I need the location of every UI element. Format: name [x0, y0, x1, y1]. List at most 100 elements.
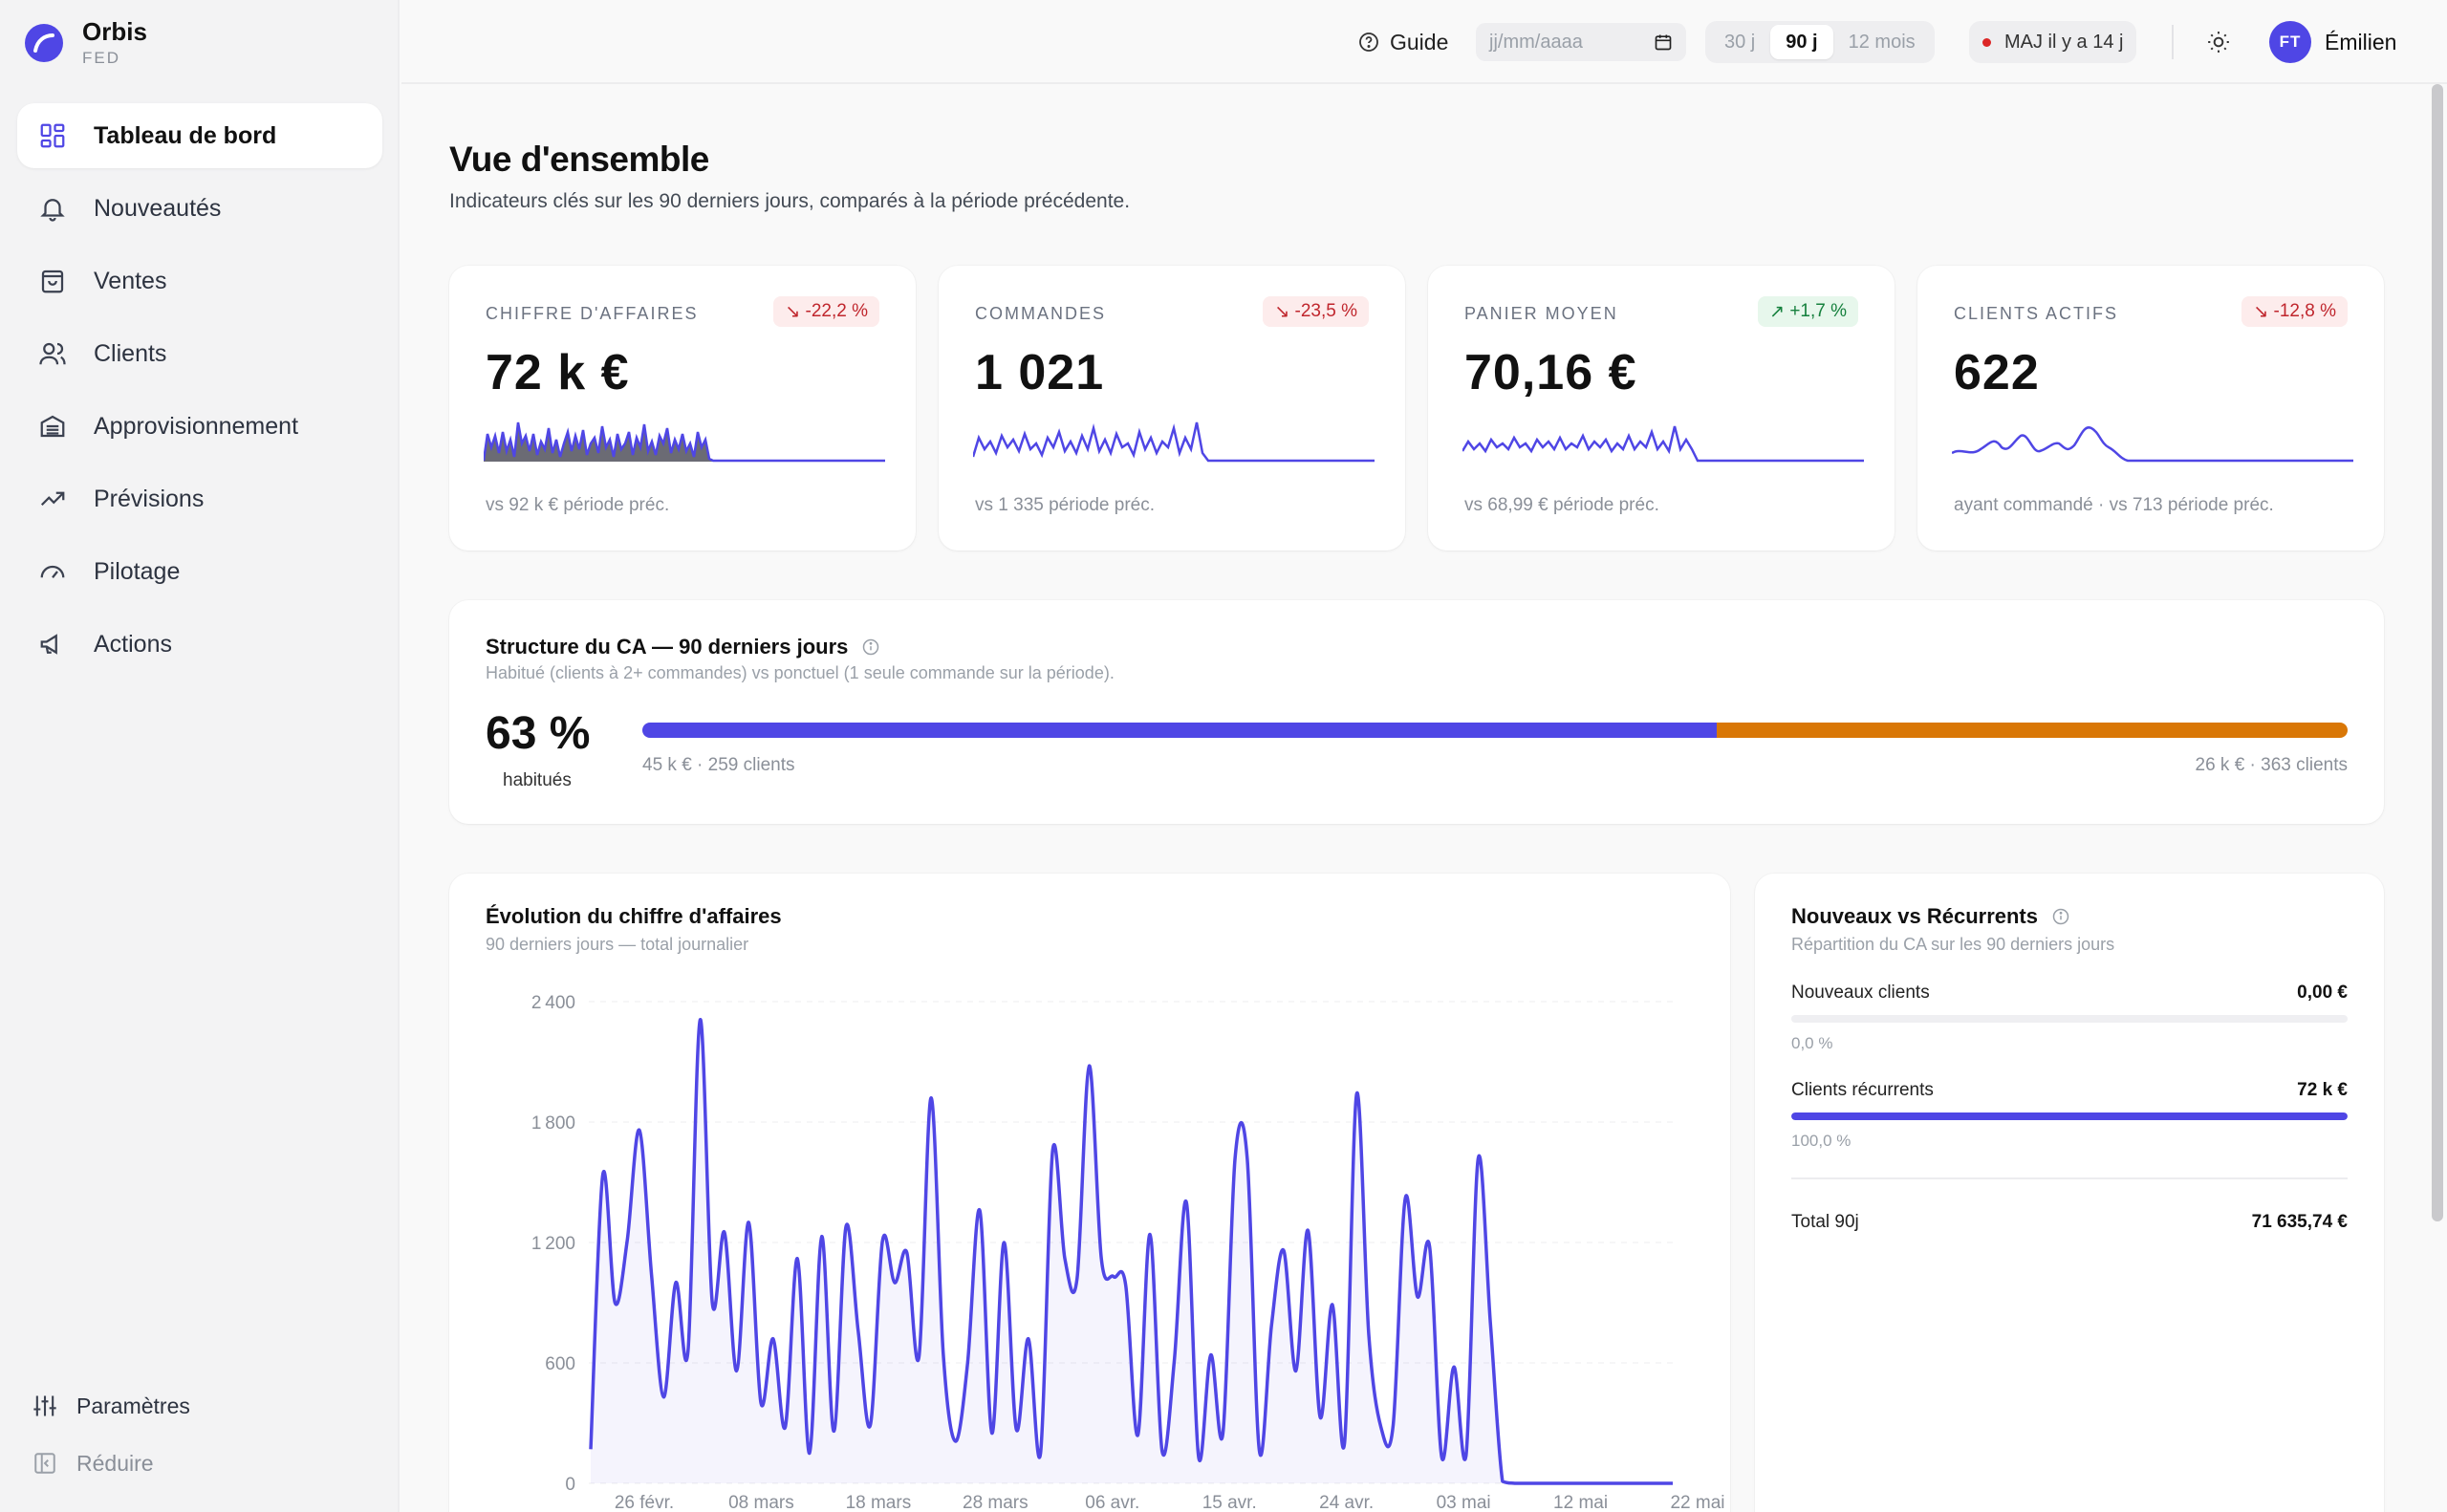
data-point[interactable]	[816, 1231, 828, 1242]
sidebar-item-nouveautes[interactable]: Nouveautés	[17, 176, 382, 241]
data-point[interactable]	[1169, 1355, 1180, 1367]
data-point[interactable]	[1655, 1478, 1666, 1489]
sidebar-item-clients[interactable]: Clients	[17, 321, 382, 386]
info-icon[interactable]	[2051, 907, 2070, 926]
data-point[interactable]	[1132, 1430, 1143, 1441]
ponctual-segment[interactable]	[1716, 723, 2348, 738]
data-point[interactable]	[1035, 1448, 1047, 1459]
data-point[interactable]	[1497, 1476, 1508, 1487]
data-point[interactable]	[1351, 1089, 1362, 1100]
data-point[interactable]	[1509, 1478, 1521, 1489]
data-point[interactable]	[1254, 1445, 1266, 1457]
data-point[interactable]	[1643, 1478, 1655, 1489]
data-point[interactable]	[1631, 1478, 1642, 1489]
page-scrollbar[interactable]	[2432, 84, 2443, 1221]
data-point[interactable]	[609, 1297, 620, 1308]
data-point[interactable]	[1618, 1478, 1630, 1489]
data-point[interactable]	[1375, 1421, 1387, 1433]
data-point[interactable]	[585, 1443, 596, 1455]
data-point[interactable]	[670, 1277, 682, 1288]
data-point[interactable]	[1290, 1365, 1302, 1376]
data-point[interactable]	[913, 1351, 924, 1363]
data-point[interactable]	[1266, 1319, 1277, 1330]
data-point[interactable]	[889, 1277, 900, 1288]
data-point[interactable]	[853, 1325, 864, 1336]
data-point[interactable]	[646, 1269, 658, 1281]
data-point[interactable]	[1144, 1229, 1156, 1241]
data-point[interactable]	[731, 1365, 743, 1376]
data-point[interactable]	[1157, 1445, 1168, 1457]
data-point[interactable]	[986, 1428, 998, 1439]
data-point[interactable]	[621, 1235, 633, 1246]
data-point[interactable]	[1436, 1452, 1447, 1463]
data-point[interactable]	[1424, 1241, 1436, 1252]
data-point[interactable]	[682, 1345, 694, 1356]
data-point[interactable]	[1484, 1317, 1496, 1328]
data-point[interactable]	[865, 1419, 877, 1431]
data-point[interactable]	[634, 1124, 645, 1135]
data-point[interactable]	[1472, 1153, 1483, 1164]
data-point[interactable]	[780, 1421, 791, 1433]
data-point[interactable]	[1412, 1291, 1423, 1303]
sidebar-item-ventes[interactable]: Ventes	[17, 248, 382, 313]
data-point[interactable]	[1023, 1333, 1034, 1345]
data-point[interactable]	[1570, 1478, 1581, 1489]
data-point[interactable]	[1594, 1478, 1606, 1489]
data-point[interactable]	[804, 1448, 815, 1459]
data-point[interactable]	[1606, 1478, 1617, 1489]
data-point[interactable]	[1205, 1350, 1217, 1361]
data-point[interactable]	[840, 1220, 852, 1232]
data-point[interactable]	[901, 1247, 913, 1259]
data-point[interactable]	[998, 1237, 1009, 1248]
data-point[interactable]	[1582, 1478, 1593, 1489]
data-point[interactable]	[1108, 1271, 1119, 1283]
data-point[interactable]	[974, 1204, 985, 1216]
data-point[interactable]	[706, 1297, 718, 1308]
data-point[interactable]	[950, 1436, 962, 1447]
data-point[interactable]	[1533, 1478, 1545, 1489]
data-point[interactable]	[938, 1350, 949, 1361]
data-point[interactable]	[828, 1425, 839, 1436]
data-point[interactable]	[1083, 1060, 1094, 1071]
data-point[interactable]	[1448, 1361, 1460, 1372]
collapse-sidebar-button[interactable]: Réduire	[31, 1449, 375, 1478]
data-point[interactable]	[719, 1227, 730, 1239]
data-point[interactable]	[877, 1235, 888, 1246]
data-point[interactable]	[1302, 1224, 1313, 1236]
data-point[interactable]	[1180, 1197, 1192, 1208]
data-point[interactable]	[768, 1333, 779, 1345]
data-point[interactable]	[1278, 1244, 1289, 1256]
data-point[interactable]	[694, 1014, 705, 1026]
refresh-status[interactable]: MAJ il y a 14 j	[1969, 21, 2137, 63]
data-point[interactable]	[1047, 1144, 1058, 1156]
kpi-card-basket[interactable]: PANIER MOYEN ↗ +1,7 % 70,16 € vs 68,99 €…	[1428, 266, 1895, 551]
data-point[interactable]	[755, 1397, 767, 1409]
data-point[interactable]	[1667, 1478, 1678, 1489]
data-point[interactable]	[1217, 1428, 1228, 1439]
settings-link[interactable]: Paramètres	[31, 1392, 375, 1420]
data-point[interactable]	[1363, 1329, 1375, 1341]
data-point[interactable]	[1095, 1253, 1107, 1264]
data-point[interactable]	[1314, 1412, 1326, 1423]
data-point[interactable]	[1399, 1193, 1411, 1204]
sidebar-item-previsions[interactable]: Prévisions	[17, 466, 382, 531]
sidebar-item-pilotage[interactable]: Pilotage	[17, 539, 382, 604]
data-point[interactable]	[1072, 1273, 1083, 1285]
sidebar-item-tableau-de-bord[interactable]: Tableau de bord	[17, 103, 382, 168]
period-12mois[interactable]: 12 mois	[1848, 31, 1916, 53]
revenue-line[interactable]	[589, 1018, 1673, 1485]
data-point[interactable]	[1546, 1478, 1557, 1489]
data-point[interactable]	[1010, 1423, 1022, 1435]
data-point[interactable]	[1229, 1153, 1241, 1164]
sidebar-item-actions[interactable]: Actions	[17, 612, 382, 677]
data-point[interactable]	[925, 1092, 937, 1104]
data-point[interactable]	[1059, 1253, 1071, 1264]
info-icon[interactable]	[861, 637, 880, 657]
sidebar-item-approvisionnement[interactable]: Approvisionnement	[17, 394, 382, 459]
kpi-card-revenue[interactable]: CHIFFRE D'AFFAIRES ↘ -22,2 % 72 k € vs 9…	[449, 266, 916, 551]
date-input[interactable]: jj/mm/aaaa	[1476, 23, 1686, 61]
data-point[interactable]	[658, 1392, 669, 1403]
data-point[interactable]	[1193, 1452, 1204, 1463]
period-30j[interactable]: 30 j	[1724, 31, 1756, 53]
kpi-card-orders[interactable]: COMMANDES ↘ -23,5 % 1 021 vs 1 335 pério…	[939, 266, 1405, 551]
